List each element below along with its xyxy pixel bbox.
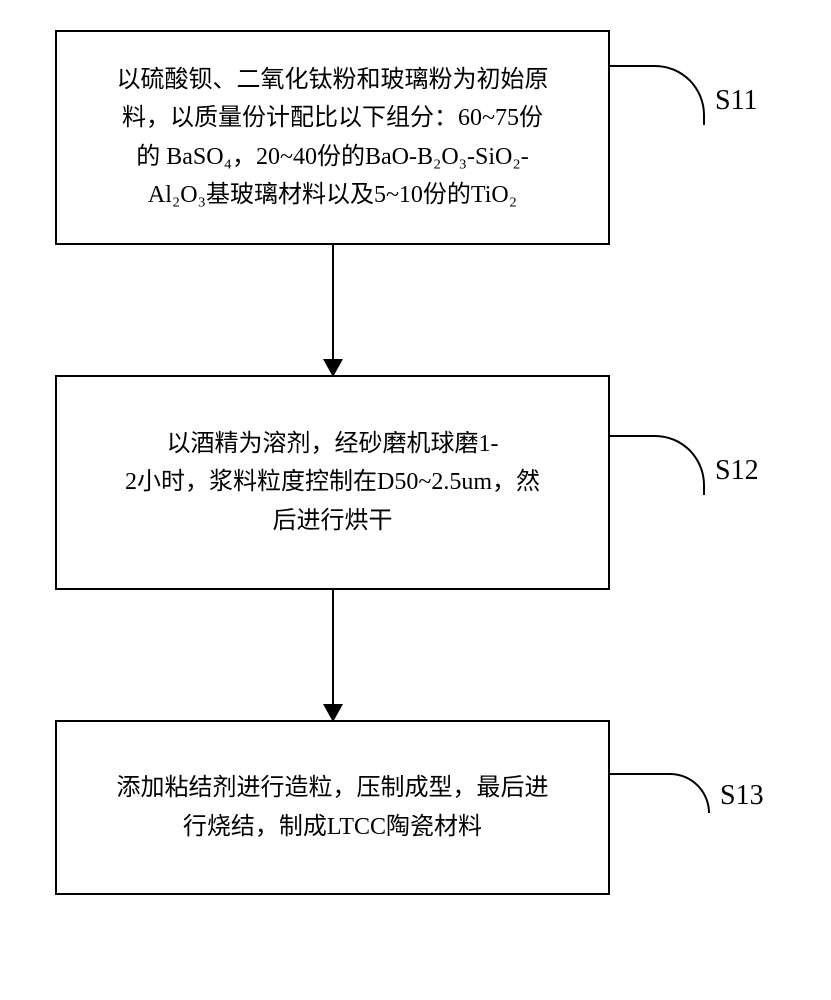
arrow-container-2 <box>55 590 610 720</box>
flowchart-box-s12: 以酒精为溶剂，经砂磨机球磨1- 2小时，浆料粒度控制在D50~2.5um，然 后… <box>55 375 610 590</box>
arrow-2 <box>332 590 334 720</box>
flowchart-box-s13: 添加粘结剂进行造粒，压制成型，最后进 行烧结，制成LTCC陶瓷材料 <box>55 720 610 895</box>
box-text-s13: 添加粘结剂进行造粒，压制成型，最后进 行烧结，制成LTCC陶瓷材料 <box>117 769 549 846</box>
box-text-s12: 以酒精为溶剂，经砂磨机球磨1- 2小时，浆料粒度控制在D50~2.5um，然 后… <box>125 425 540 540</box>
flowchart-box-s11: 以硫酸钡、二氧化钛粉和玻璃粉为初始原 料，以质量份计配比以下组分：60~75份 … <box>55 30 610 245</box>
box-text-s11: 以硫酸钡、二氧化钛粉和玻璃粉为初始原 料，以质量份计配比以下组分：60~75份 … <box>117 61 549 215</box>
label-s13: S13 <box>720 780 764 812</box>
arrow-1 <box>332 245 334 375</box>
label-s12: S12 <box>715 455 759 487</box>
arrow-container-1 <box>55 245 610 375</box>
label-s11: S11 <box>715 85 758 117</box>
